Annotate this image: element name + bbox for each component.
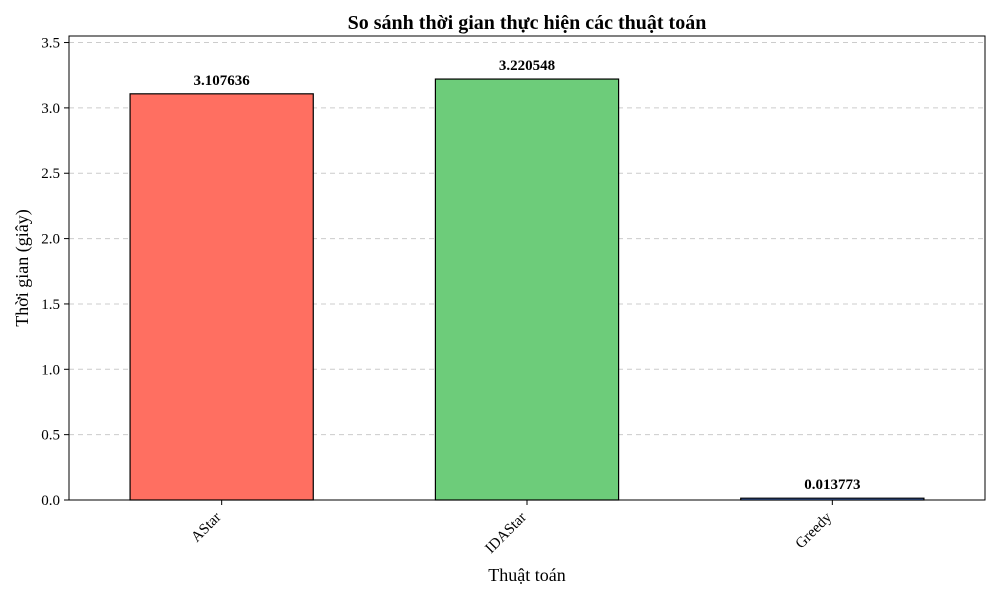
chart-title: So sánh thời gian thực hiện các thuật to… bbox=[348, 12, 707, 34]
x-axis-label: Thuật toán bbox=[488, 565, 565, 585]
bar-idastar bbox=[434, 78, 620, 501]
x-ticks: AStar IDAStar Greedy bbox=[188, 500, 836, 557]
y-axis-label: Thời gian (giây) bbox=[12, 209, 33, 326]
y-tick-label: 2.5 bbox=[41, 166, 60, 182]
bars-layer bbox=[129, 78, 925, 501]
bar-value-labels: 3.107636 3.220548 0.013773 bbox=[194, 58, 861, 493]
y-tick-label: 3.5 bbox=[41, 36, 60, 52]
y-tick-label: 0.0 bbox=[41, 493, 60, 509]
y-tick-label: 2.0 bbox=[41, 232, 60, 248]
x-tick-label: Greedy bbox=[793, 509, 836, 552]
bar-value-label: 0.013773 bbox=[804, 477, 860, 493]
y-tick-label: 3.0 bbox=[41, 101, 60, 117]
y-tick-label: 1.5 bbox=[41, 297, 60, 313]
y-ticks: 0.0 0.5 1.0 1.5 2.0 2.5 3.0 3.5 bbox=[41, 36, 69, 509]
x-tick-label: IDAStar bbox=[483, 510, 530, 557]
bar-value-label: 3.107636 bbox=[194, 73, 251, 89]
x-tick-label: AStar bbox=[188, 510, 224, 546]
y-tick-label: 0.5 bbox=[41, 428, 60, 444]
y-tick-label: 1.0 bbox=[41, 362, 60, 378]
bar-astar bbox=[129, 93, 314, 501]
bar-value-label: 3.220548 bbox=[499, 58, 555, 74]
